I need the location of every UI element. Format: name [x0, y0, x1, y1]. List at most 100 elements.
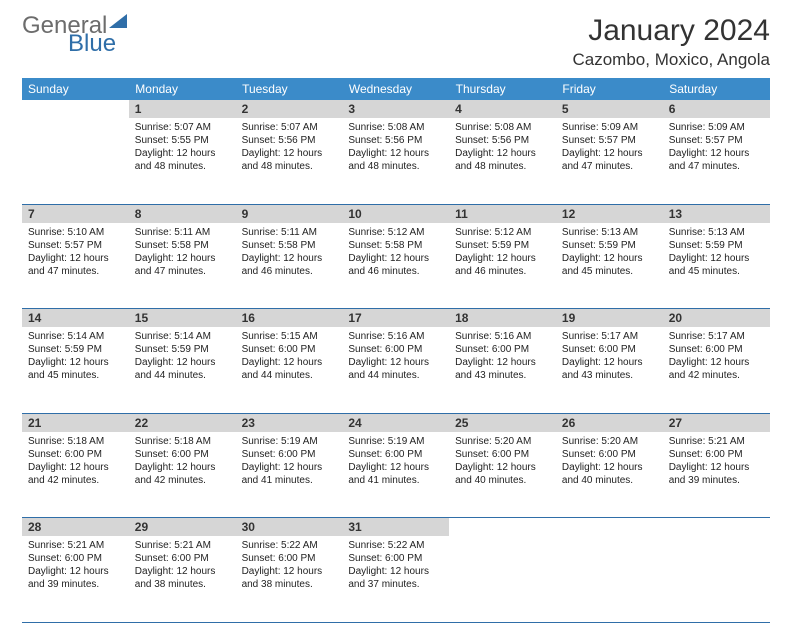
- day-number: 31: [342, 518, 449, 537]
- day-number: 13: [663, 204, 770, 223]
- day-number: 11: [449, 204, 556, 223]
- sunset-text: Sunset: 6:00 PM: [562, 343, 657, 356]
- day-cell: Sunrise: 5:10 AMSunset: 5:57 PMDaylight:…: [22, 223, 129, 309]
- page-header: General Blue January 2024 Cazombo, Moxic…: [22, 14, 770, 70]
- location-text: Cazombo, Moxico, Angola: [573, 50, 771, 70]
- day-cell: Sunrise: 5:18 AMSunset: 6:00 PMDaylight:…: [129, 432, 236, 518]
- sunrise-text: Sunrise: 5:07 AM: [242, 121, 337, 134]
- day-number: 26: [556, 413, 663, 432]
- sunrise-text: Sunrise: 5:18 AM: [28, 435, 123, 448]
- sunrise-text: Sunrise: 5:12 AM: [348, 226, 443, 239]
- daylight-text: Daylight: 12 hours and 42 minutes.: [669, 356, 764, 382]
- daylight-text: Daylight: 12 hours and 48 minutes.: [348, 147, 443, 173]
- daylight-text: Daylight: 12 hours and 48 minutes.: [135, 147, 230, 173]
- daylight-text: Daylight: 12 hours and 47 minutes.: [562, 147, 657, 173]
- day-number: 8: [129, 204, 236, 223]
- weekday-header: Sunday: [22, 78, 129, 100]
- day-cell: Sunrise: 5:21 AMSunset: 6:00 PMDaylight:…: [129, 536, 236, 622]
- day-number: 10: [342, 204, 449, 223]
- sunset-text: Sunset: 6:00 PM: [348, 343, 443, 356]
- sunset-text: Sunset: 5:57 PM: [669, 134, 764, 147]
- sunset-text: Sunset: 6:00 PM: [455, 343, 550, 356]
- sunrise-text: Sunrise: 5:09 AM: [562, 121, 657, 134]
- logo-triangle-icon: [109, 14, 127, 28]
- logo-text-2: Blue: [68, 32, 127, 56]
- sunset-text: Sunset: 5:56 PM: [242, 134, 337, 147]
- sunrise-text: Sunrise: 5:20 AM: [455, 435, 550, 448]
- day-detail-row: Sunrise: 5:10 AMSunset: 5:57 PMDaylight:…: [22, 223, 770, 309]
- sunset-text: Sunset: 6:00 PM: [455, 448, 550, 461]
- weekday-header: Thursday: [449, 78, 556, 100]
- day-number: 21: [22, 413, 129, 432]
- day-number: 25: [449, 413, 556, 432]
- day-number-row: 28293031: [22, 518, 770, 537]
- weekday-header: Friday: [556, 78, 663, 100]
- day-cell: Sunrise: 5:17 AMSunset: 6:00 PMDaylight:…: [663, 327, 770, 413]
- sunrise-text: Sunrise: 5:21 AM: [135, 539, 230, 552]
- sunset-text: Sunset: 5:56 PM: [348, 134, 443, 147]
- sunset-text: Sunset: 6:00 PM: [669, 448, 764, 461]
- sunrise-text: Sunrise: 5:08 AM: [455, 121, 550, 134]
- sunrise-text: Sunrise: 5:15 AM: [242, 330, 337, 343]
- daylight-text: Daylight: 12 hours and 41 minutes.: [242, 461, 337, 487]
- day-number: 24: [342, 413, 449, 432]
- sunset-text: Sunset: 5:55 PM: [135, 134, 230, 147]
- daylight-text: Daylight: 12 hours and 47 minutes.: [28, 252, 123, 278]
- day-cell: Sunrise: 5:22 AMSunset: 6:00 PMDaylight:…: [342, 536, 449, 622]
- sunset-text: Sunset: 5:57 PM: [562, 134, 657, 147]
- day-number-row: 21222324252627: [22, 413, 770, 432]
- daylight-text: Daylight: 12 hours and 45 minutes.: [28, 356, 123, 382]
- day-cell: Sunrise: 5:08 AMSunset: 5:56 PMDaylight:…: [449, 118, 556, 204]
- day-number: 19: [556, 309, 663, 328]
- daylight-text: Daylight: 12 hours and 44 minutes.: [242, 356, 337, 382]
- day-cell: Sunrise: 5:19 AMSunset: 6:00 PMDaylight:…: [342, 432, 449, 518]
- daylight-text: Daylight: 12 hours and 47 minutes.: [669, 147, 764, 173]
- day-number: 28: [22, 518, 129, 537]
- sunset-text: Sunset: 6:00 PM: [135, 552, 230, 565]
- daylight-text: Daylight: 12 hours and 45 minutes.: [562, 252, 657, 278]
- sunset-text: Sunset: 6:00 PM: [135, 448, 230, 461]
- sunrise-text: Sunrise: 5:07 AM: [135, 121, 230, 134]
- daylight-text: Daylight: 12 hours and 45 minutes.: [669, 252, 764, 278]
- day-number-row: 14151617181920: [22, 309, 770, 328]
- sunrise-text: Sunrise: 5:12 AM: [455, 226, 550, 239]
- sunset-text: Sunset: 5:58 PM: [348, 239, 443, 252]
- day-cell: Sunrise: 5:19 AMSunset: 6:00 PMDaylight:…: [236, 432, 343, 518]
- day-number: 2: [236, 100, 343, 118]
- day-number-row: 123456: [22, 100, 770, 118]
- day-number: 22: [129, 413, 236, 432]
- sunset-text: Sunset: 5:59 PM: [135, 343, 230, 356]
- day-number: 17: [342, 309, 449, 328]
- calendar-table: Sunday Monday Tuesday Wednesday Thursday…: [22, 78, 770, 623]
- sunset-text: Sunset: 5:57 PM: [28, 239, 123, 252]
- sunrise-text: Sunrise: 5:22 AM: [348, 539, 443, 552]
- daylight-text: Daylight: 12 hours and 40 minutes.: [455, 461, 550, 487]
- day-number: [449, 518, 556, 537]
- day-number: [22, 100, 129, 118]
- sunrise-text: Sunrise: 5:19 AM: [242, 435, 337, 448]
- daylight-text: Daylight: 12 hours and 41 minutes.: [348, 461, 443, 487]
- sunset-text: Sunset: 6:00 PM: [348, 552, 443, 565]
- day-cell: Sunrise: 5:13 AMSunset: 5:59 PMDaylight:…: [663, 223, 770, 309]
- day-cell: Sunrise: 5:21 AMSunset: 6:00 PMDaylight:…: [22, 536, 129, 622]
- sunrise-text: Sunrise: 5:19 AM: [348, 435, 443, 448]
- day-number: 30: [236, 518, 343, 537]
- day-number: 12: [556, 204, 663, 223]
- daylight-text: Daylight: 12 hours and 48 minutes.: [242, 147, 337, 173]
- sunset-text: Sunset: 5:59 PM: [455, 239, 550, 252]
- sunset-text: Sunset: 6:00 PM: [28, 448, 123, 461]
- sunset-text: Sunset: 5:58 PM: [242, 239, 337, 252]
- daylight-text: Daylight: 12 hours and 40 minutes.: [562, 461, 657, 487]
- day-cell: Sunrise: 5:09 AMSunset: 5:57 PMDaylight:…: [556, 118, 663, 204]
- sunrise-text: Sunrise: 5:22 AM: [242, 539, 337, 552]
- sunset-text: Sunset: 6:00 PM: [562, 448, 657, 461]
- sunset-text: Sunset: 6:00 PM: [242, 343, 337, 356]
- sunrise-text: Sunrise: 5:08 AM: [348, 121, 443, 134]
- day-number: 5: [556, 100, 663, 118]
- day-number: 15: [129, 309, 236, 328]
- day-cell: Sunrise: 5:16 AMSunset: 6:00 PMDaylight:…: [342, 327, 449, 413]
- day-cell: Sunrise: 5:08 AMSunset: 5:56 PMDaylight:…: [342, 118, 449, 204]
- day-number: 29: [129, 518, 236, 537]
- day-cell: Sunrise: 5:14 AMSunset: 5:59 PMDaylight:…: [129, 327, 236, 413]
- day-detail-row: Sunrise: 5:14 AMSunset: 5:59 PMDaylight:…: [22, 327, 770, 413]
